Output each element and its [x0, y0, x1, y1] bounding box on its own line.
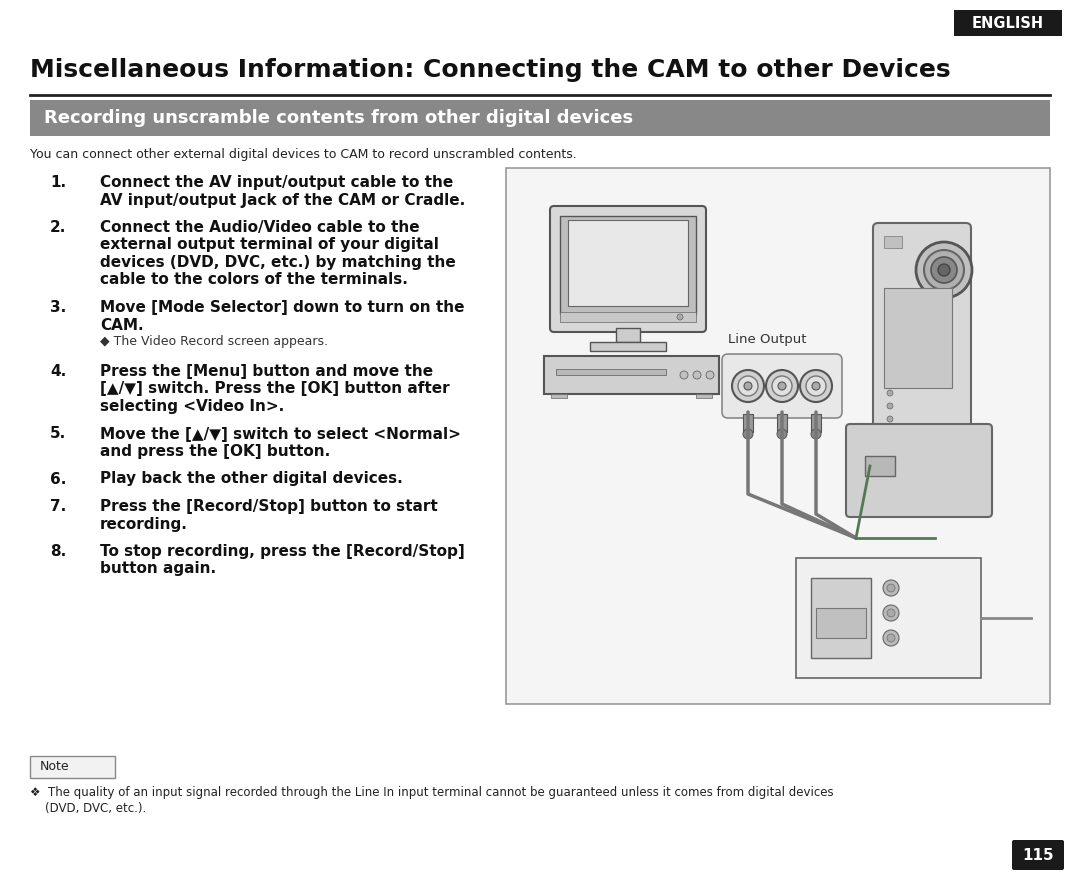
FancyBboxPatch shape — [507, 168, 1050, 704]
Text: Press the [Record/Stop] button to start: Press the [Record/Stop] button to start — [100, 499, 437, 514]
Circle shape — [812, 382, 820, 390]
Text: CAM.: CAM. — [100, 318, 144, 333]
Text: Recording unscramble contents from other digital devices: Recording unscramble contents from other… — [44, 109, 633, 127]
FancyBboxPatch shape — [544, 356, 719, 394]
Text: Play back the other digital devices.: Play back the other digital devices. — [100, 472, 403, 487]
FancyBboxPatch shape — [550, 206, 706, 332]
Bar — [551, 394, 567, 398]
Circle shape — [706, 371, 714, 379]
Text: Move [Mode Selector] down to turn on the: Move [Mode Selector] down to turn on the — [100, 300, 464, 315]
Bar — [811, 414, 821, 432]
Bar — [865, 456, 895, 476]
Circle shape — [887, 390, 893, 396]
Text: To stop recording, press the [Record/Stop]: To stop recording, press the [Record/Sto… — [100, 544, 464, 559]
Text: recording.: recording. — [100, 517, 188, 532]
Circle shape — [931, 257, 957, 283]
Text: cable to the colors of the terminals.: cable to the colors of the terminals. — [100, 273, 408, 288]
Circle shape — [738, 376, 758, 396]
Bar — [777, 414, 787, 432]
Bar — [590, 342, 666, 351]
Circle shape — [924, 250, 964, 290]
Bar — [561, 216, 696, 314]
FancyBboxPatch shape — [1012, 840, 1064, 870]
Bar — [811, 578, 870, 658]
Bar — [885, 288, 951, 388]
Text: external output terminal of your digital: external output terminal of your digital — [100, 238, 438, 253]
Bar — [696, 394, 712, 398]
Bar — [556, 369, 666, 375]
Text: 115: 115 — [1022, 847, 1054, 862]
Circle shape — [680, 371, 688, 379]
Text: 2.: 2. — [50, 220, 66, 235]
Text: 3.: 3. — [50, 300, 66, 315]
Circle shape — [887, 416, 893, 422]
Text: Note: Note — [40, 760, 69, 774]
Text: 4.: 4. — [50, 364, 66, 379]
Bar — [568, 220, 688, 306]
FancyBboxPatch shape — [873, 223, 971, 433]
Text: (DVD, DVC, etc.).: (DVD, DVC, etc.). — [30, 802, 146, 815]
Circle shape — [744, 382, 752, 390]
FancyBboxPatch shape — [30, 756, 114, 778]
Text: ENGLISH: ENGLISH — [972, 16, 1044, 31]
Circle shape — [777, 429, 787, 439]
Text: Line Output: Line Output — [728, 333, 807, 346]
Text: 7.: 7. — [50, 499, 66, 514]
Text: [▲/▼] switch. Press the [OK] button after: [▲/▼] switch. Press the [OK] button afte… — [100, 382, 449, 397]
FancyBboxPatch shape — [846, 424, 993, 517]
Bar — [561, 312, 696, 322]
FancyBboxPatch shape — [723, 354, 842, 418]
Bar — [30, 100, 1050, 136]
Circle shape — [887, 403, 893, 409]
Text: Miscellaneous Information: Connecting the CAM to other Devices: Miscellaneous Information: Connecting th… — [30, 58, 950, 82]
Text: AV input/output Jack of the CAM or Cradle.: AV input/output Jack of the CAM or Cradl… — [100, 193, 465, 208]
Circle shape — [939, 264, 950, 276]
Text: button again.: button again. — [100, 561, 216, 576]
Circle shape — [883, 605, 899, 621]
Bar — [796, 558, 981, 678]
Text: 8.: 8. — [50, 544, 66, 559]
Text: selecting <Video In>.: selecting <Video In>. — [100, 399, 284, 414]
Bar — [743, 414, 753, 432]
Text: 1.: 1. — [50, 175, 66, 190]
Circle shape — [916, 242, 972, 298]
Text: Press the [Menu] button and move the: Press the [Menu] button and move the — [100, 364, 433, 379]
Bar — [816, 608, 866, 638]
Circle shape — [887, 584, 895, 592]
Circle shape — [693, 371, 701, 379]
Text: ◆ The Video Record screen appears.: ◆ The Video Record screen appears. — [100, 335, 328, 348]
Circle shape — [887, 634, 895, 642]
Text: 5.: 5. — [50, 427, 66, 442]
Circle shape — [806, 376, 826, 396]
Text: Connect the Audio/Video cable to the: Connect the Audio/Video cable to the — [100, 220, 420, 235]
Circle shape — [743, 429, 753, 439]
Circle shape — [883, 630, 899, 646]
Circle shape — [677, 314, 683, 320]
Circle shape — [800, 370, 832, 402]
Circle shape — [883, 580, 899, 596]
Bar — [616, 328, 640, 342]
Circle shape — [732, 370, 764, 402]
Bar — [885, 236, 902, 248]
Circle shape — [887, 609, 895, 617]
Text: Connect the AV input/output cable to the: Connect the AV input/output cable to the — [100, 175, 454, 190]
Circle shape — [811, 429, 821, 439]
Text: Move the [▲/▼] switch to select <Normal>: Move the [▲/▼] switch to select <Normal> — [100, 427, 461, 442]
Text: and press the [OK] button.: and press the [OK] button. — [100, 444, 330, 459]
Circle shape — [766, 370, 798, 402]
Text: devices (DVD, DVC, etc.) by matching the: devices (DVD, DVC, etc.) by matching the — [100, 255, 456, 270]
Text: You can connect other external digital devices to CAM to record unscrambled cont: You can connect other external digital d… — [30, 148, 577, 161]
Text: ❖  The quality of an input signal recorded through the Line In input terminal ca: ❖ The quality of an input signal recorde… — [30, 786, 834, 799]
Text: 6.: 6. — [50, 472, 66, 487]
Circle shape — [772, 376, 792, 396]
Circle shape — [778, 382, 786, 390]
Bar — [954, 10, 1062, 36]
